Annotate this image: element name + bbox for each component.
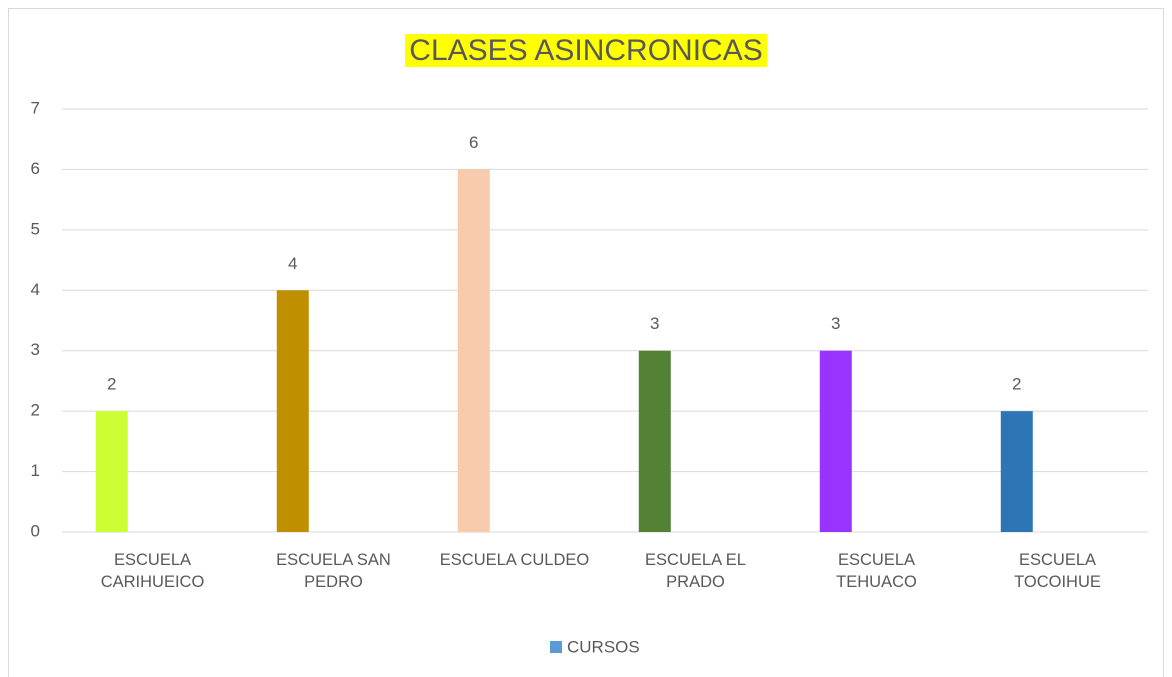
y-tick-label: 7 bbox=[31, 98, 40, 117]
x-tick-label: ESCUELA CULDEO bbox=[439, 551, 590, 569]
y-tick-label: 4 bbox=[31, 280, 40, 299]
x-tick-label: ESCUELA SAN PEDRO bbox=[276, 551, 391, 591]
y-tick-label: 0 bbox=[31, 521, 40, 540]
data-label: 6 bbox=[469, 133, 478, 152]
bar bbox=[95, 411, 128, 532]
bar bbox=[457, 169, 490, 532]
bar bbox=[638, 350, 671, 532]
y-tick-label: 2 bbox=[31, 401, 40, 420]
bar bbox=[276, 290, 309, 532]
x-tick-label: ESCUELA EL PRADO bbox=[645, 551, 746, 591]
legend-label: CURSOS bbox=[567, 637, 640, 656]
chart-frame bbox=[8, 8, 1164, 677]
title-box: CLASES ASINCRONICAS bbox=[0, 34, 1172, 68]
y-tick-label: 6 bbox=[31, 159, 40, 178]
data-label: 2 bbox=[1012, 375, 1021, 394]
y-tick-label: 3 bbox=[31, 340, 40, 359]
x-tick-label: ESCUELA TEHUACO bbox=[836, 551, 917, 591]
legend-swatch bbox=[550, 641, 562, 653]
data-label: 4 bbox=[288, 254, 297, 273]
y-tick-label: 1 bbox=[31, 461, 40, 480]
chart-title: CLASES ASINCRONICAS bbox=[405, 34, 767, 67]
x-tick-label: ESCUELA CARIHUEICO bbox=[100, 551, 205, 591]
data-label: 3 bbox=[650, 314, 659, 333]
data-label: 2 bbox=[107, 375, 116, 394]
bar bbox=[1000, 411, 1033, 532]
data-label: 3 bbox=[831, 314, 840, 333]
x-tick-label: ESCUELA TOCOIHUE bbox=[1014, 551, 1101, 591]
bar bbox=[819, 350, 852, 532]
y-tick-label: 5 bbox=[31, 219, 40, 238]
